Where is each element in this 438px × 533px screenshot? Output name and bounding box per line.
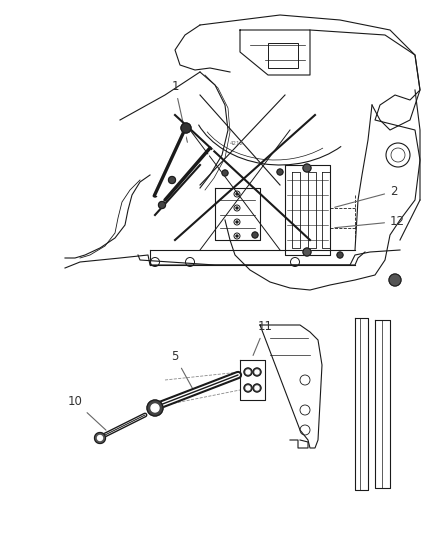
Circle shape [244,368,252,376]
Circle shape [252,232,258,238]
Circle shape [236,207,238,209]
Circle shape [255,386,259,390]
Text: 11: 11 [253,320,272,356]
Circle shape [181,123,191,133]
Circle shape [303,248,311,256]
Text: 12: 12 [335,215,405,228]
Circle shape [222,170,228,176]
Circle shape [147,400,163,416]
Text: 1: 1 [171,80,187,142]
Text: 2: 2 [335,185,398,207]
Circle shape [277,169,283,175]
Circle shape [236,235,238,237]
Bar [268,43,298,68]
Circle shape [159,201,166,208]
Text: 5: 5 [171,350,194,391]
Text: 10: 10 [67,395,106,430]
Circle shape [236,193,238,195]
Circle shape [236,221,238,223]
Circle shape [255,370,259,374]
Circle shape [246,386,250,390]
Circle shape [95,432,106,443]
Text: 4212: 4212 [230,141,244,146]
Circle shape [253,368,261,376]
Circle shape [337,252,343,258]
Circle shape [151,404,159,412]
Circle shape [253,384,261,392]
Circle shape [246,370,250,374]
Circle shape [169,176,176,183]
Circle shape [244,384,252,392]
Circle shape [98,435,102,440]
Circle shape [389,274,401,286]
Circle shape [303,164,311,172]
